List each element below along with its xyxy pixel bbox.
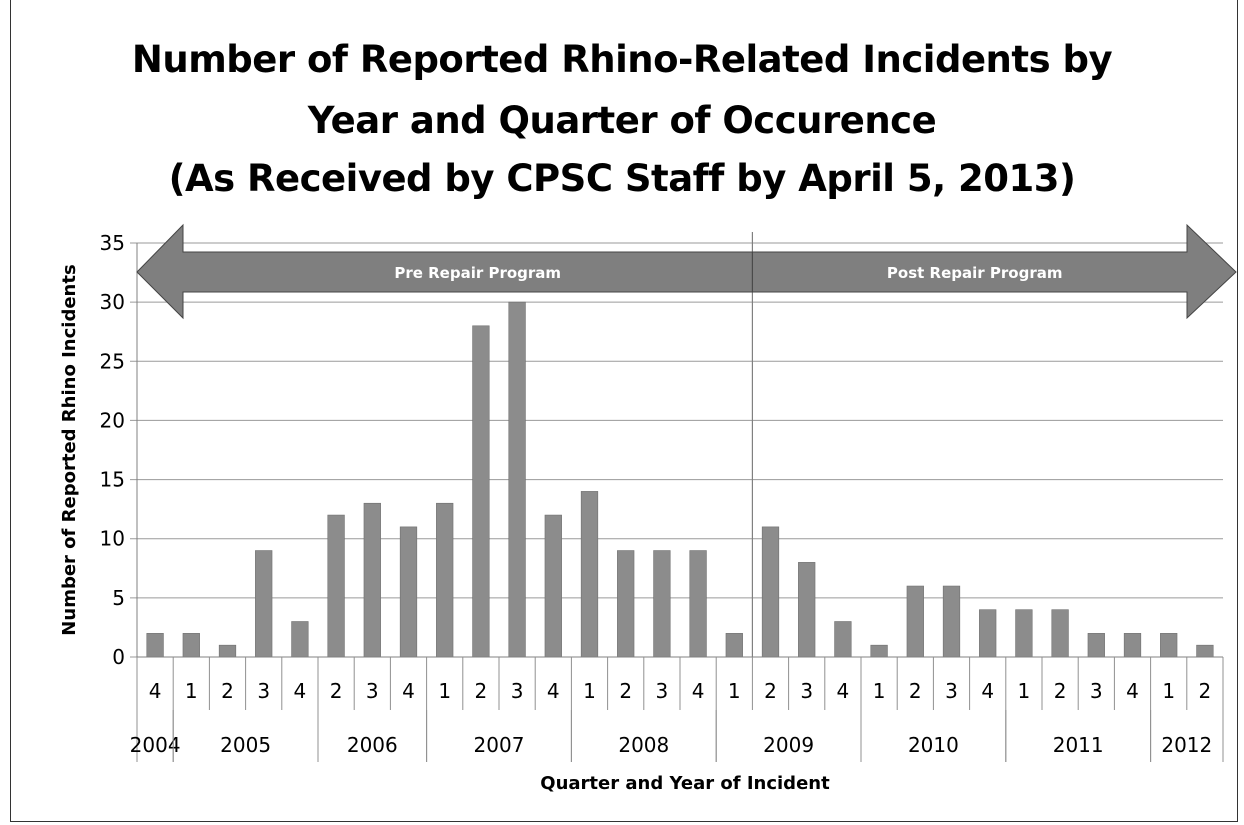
bar: [1087, 633, 1105, 658]
quarter-label: 4: [402, 679, 415, 703]
quarter-label: 2: [909, 679, 922, 703]
bar: [906, 585, 924, 658]
quarter-label: 2: [1054, 679, 1067, 703]
y-tick-label: 15: [100, 468, 125, 492]
quarter-label: 1: [1162, 679, 1175, 703]
y-tick-label: 30: [100, 290, 125, 314]
bar: [544, 514, 562, 658]
chart-frame: [10, 0, 1238, 822]
quarter-label: 3: [366, 679, 379, 703]
bar: [834, 621, 852, 658]
bar: [617, 550, 635, 658]
quarter-label: 3: [1090, 679, 1103, 703]
y-axis-label: Number of Reported Rhino Incidents: [59, 264, 80, 635]
year-label: 2008: [618, 733, 669, 757]
quarter-label: 3: [511, 679, 524, 703]
y-tick-label: 25: [100, 349, 125, 373]
bar: [146, 633, 164, 658]
year-label: 2012: [1161, 733, 1212, 757]
bar: [291, 621, 309, 658]
quarter-label: 3: [257, 679, 270, 703]
x-axis-label: Quarter and Year of Incident: [540, 773, 830, 794]
bar: [1160, 633, 1178, 658]
bar: [255, 550, 273, 658]
quarter-label: 4: [1126, 679, 1139, 703]
quarter-label: 2: [1199, 679, 1212, 703]
quarter-label: 2: [619, 679, 632, 703]
chart-title-line-2: Year and Quarter of Occurence: [307, 99, 937, 142]
post-repair-arrow: [751, 223, 1237, 320]
bar: [436, 502, 454, 658]
bar: [327, 514, 345, 658]
bar: [653, 550, 671, 658]
bar: [472, 325, 490, 658]
bar: [1196, 644, 1214, 658]
bar: [761, 526, 780, 658]
year-label: 2010: [908, 733, 959, 757]
bar: [870, 644, 888, 658]
bar: [979, 609, 997, 658]
bar: [689, 550, 707, 658]
quarter-label: 4: [981, 679, 994, 703]
bar: [580, 491, 599, 658]
bar: [508, 301, 526, 658]
post-repair-label: Post Repair Program: [887, 264, 1063, 282]
quarter-label: 4: [837, 679, 850, 703]
quarter-label: 1: [185, 679, 198, 703]
y-tick-label: 35: [100, 231, 125, 255]
quarter-label: 3: [945, 679, 958, 703]
quarter-label: 1: [438, 679, 451, 703]
y-tick-label: 0: [112, 645, 125, 669]
bar: [725, 633, 743, 658]
quarter-label: 4: [692, 679, 705, 703]
bar: [363, 502, 381, 658]
quarter-label: 4: [149, 679, 162, 703]
bar: [1123, 633, 1142, 658]
bar: [1015, 609, 1033, 658]
bar: [1051, 609, 1069, 658]
quarter-label: 1: [583, 679, 596, 703]
year-label: 2011: [1053, 733, 1104, 757]
bar: [942, 585, 961, 658]
year-label: 2006: [347, 733, 398, 757]
bar: [399, 526, 418, 658]
year-label: 2004: [130, 733, 181, 757]
year-label: 2005: [220, 733, 271, 757]
bar: [182, 633, 200, 658]
y-tick-label: 10: [100, 527, 125, 551]
quarter-label: 4: [547, 679, 560, 703]
year-label: 2009: [763, 733, 814, 757]
quarter-label: 2: [221, 679, 234, 703]
quarter-label: 2: [764, 679, 777, 703]
chart-title-line-3: (As Received by CPSC Staff by April 5, 2…: [168, 157, 1076, 200]
quarter-label: 2: [330, 679, 343, 703]
quarter-label: 2: [475, 679, 488, 703]
quarter-label: 3: [656, 679, 669, 703]
pre-repair-label: Pre Repair Program: [394, 264, 561, 282]
bar: [218, 644, 237, 658]
y-tick-label: 5: [112, 586, 125, 610]
quarter-label: 4: [294, 679, 307, 703]
bar: [798, 562, 816, 658]
year-label: 2007: [474, 733, 525, 757]
y-tick-label: 20: [100, 408, 125, 432]
chart-title-line-1: Number of Reported Rhino-Related Inciden…: [131, 38, 1113, 81]
quarter-label: 3: [800, 679, 813, 703]
quarter-label: 1: [873, 679, 886, 703]
quarter-label: 1: [728, 679, 741, 703]
quarter-label: 1: [1018, 679, 1031, 703]
